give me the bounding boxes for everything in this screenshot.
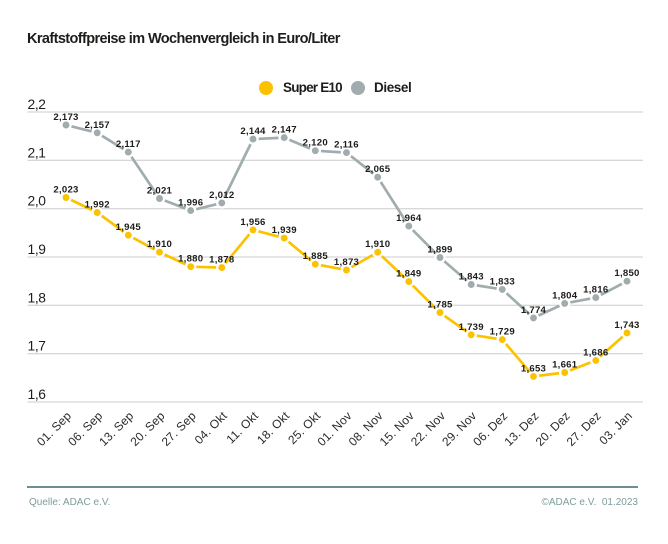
svg-text:2,173: 2,173 xyxy=(53,112,78,123)
svg-text:2,021: 2,021 xyxy=(147,186,173,197)
svg-text:1,833: 1,833 xyxy=(490,276,515,287)
svg-text:2,117: 2,117 xyxy=(116,139,141,150)
svg-text:2,144: 2,144 xyxy=(240,126,266,137)
svg-text:1,8: 1,8 xyxy=(28,290,47,305)
svg-text:1,910: 1,910 xyxy=(147,239,172,250)
svg-text:1,945: 1,945 xyxy=(116,222,142,233)
svg-text:2,065: 2,065 xyxy=(365,164,391,175)
svg-text:1,964: 1,964 xyxy=(396,213,422,224)
svg-text:1,885: 1,885 xyxy=(303,251,329,262)
svg-text:2,147: 2,147 xyxy=(272,125,297,136)
svg-text:2,157: 2,157 xyxy=(85,120,110,131)
svg-text:1,849: 1,849 xyxy=(396,269,421,280)
svg-text:1,992: 1,992 xyxy=(85,200,110,211)
svg-text:1,843: 1,843 xyxy=(459,272,484,283)
svg-text:1,899: 1,899 xyxy=(427,245,452,256)
svg-text:1,804: 1,804 xyxy=(552,290,578,301)
svg-text:2,1: 2,1 xyxy=(28,145,46,160)
svg-text:2,012: 2,012 xyxy=(209,190,234,201)
svg-text:03. Jan: 03. Jan xyxy=(596,409,635,448)
svg-text:1,996: 1,996 xyxy=(178,198,203,209)
svg-text:1,910: 1,910 xyxy=(365,239,390,250)
svg-text:1,739: 1,739 xyxy=(459,322,484,333)
svg-text:2,023: 2,023 xyxy=(53,185,78,196)
svg-text:1,7: 1,7 xyxy=(28,339,46,354)
svg-text:1,653: 1,653 xyxy=(521,363,546,374)
svg-text:2,2: 2,2 xyxy=(28,97,46,112)
svg-text:1,878: 1,878 xyxy=(209,255,235,266)
svg-text:1,880: 1,880 xyxy=(178,254,203,265)
svg-text:1,956: 1,956 xyxy=(240,217,265,228)
svg-text:11. Okt: 11. Okt xyxy=(224,408,262,446)
svg-text:1,743: 1,743 xyxy=(614,320,639,331)
svg-text:2,0: 2,0 xyxy=(28,194,47,209)
svg-text:1,6: 1,6 xyxy=(28,387,47,402)
svg-text:1,785: 1,785 xyxy=(427,300,453,311)
svg-text:18. Okt: 18. Okt xyxy=(254,408,293,447)
svg-text:2,116: 2,116 xyxy=(334,140,359,151)
svg-text:04. Okt: 04. Okt xyxy=(192,408,231,447)
svg-text:27. Dez: 27. Dez xyxy=(564,409,604,449)
svg-text:1,729: 1,729 xyxy=(490,327,515,338)
svg-text:1,686: 1,686 xyxy=(583,347,608,358)
svg-text:1,939: 1,939 xyxy=(272,225,297,236)
svg-text:1,816: 1,816 xyxy=(583,285,608,296)
svg-text:1,9: 1,9 xyxy=(28,242,47,257)
svg-text:1,873: 1,873 xyxy=(334,257,359,268)
svg-text:1,661: 1,661 xyxy=(552,360,578,371)
svg-text:1,774: 1,774 xyxy=(521,305,547,316)
svg-text:2,120: 2,120 xyxy=(303,138,328,149)
svg-text:1,850: 1,850 xyxy=(614,268,639,279)
svg-text:27. Sep: 27. Sep xyxy=(159,409,199,449)
